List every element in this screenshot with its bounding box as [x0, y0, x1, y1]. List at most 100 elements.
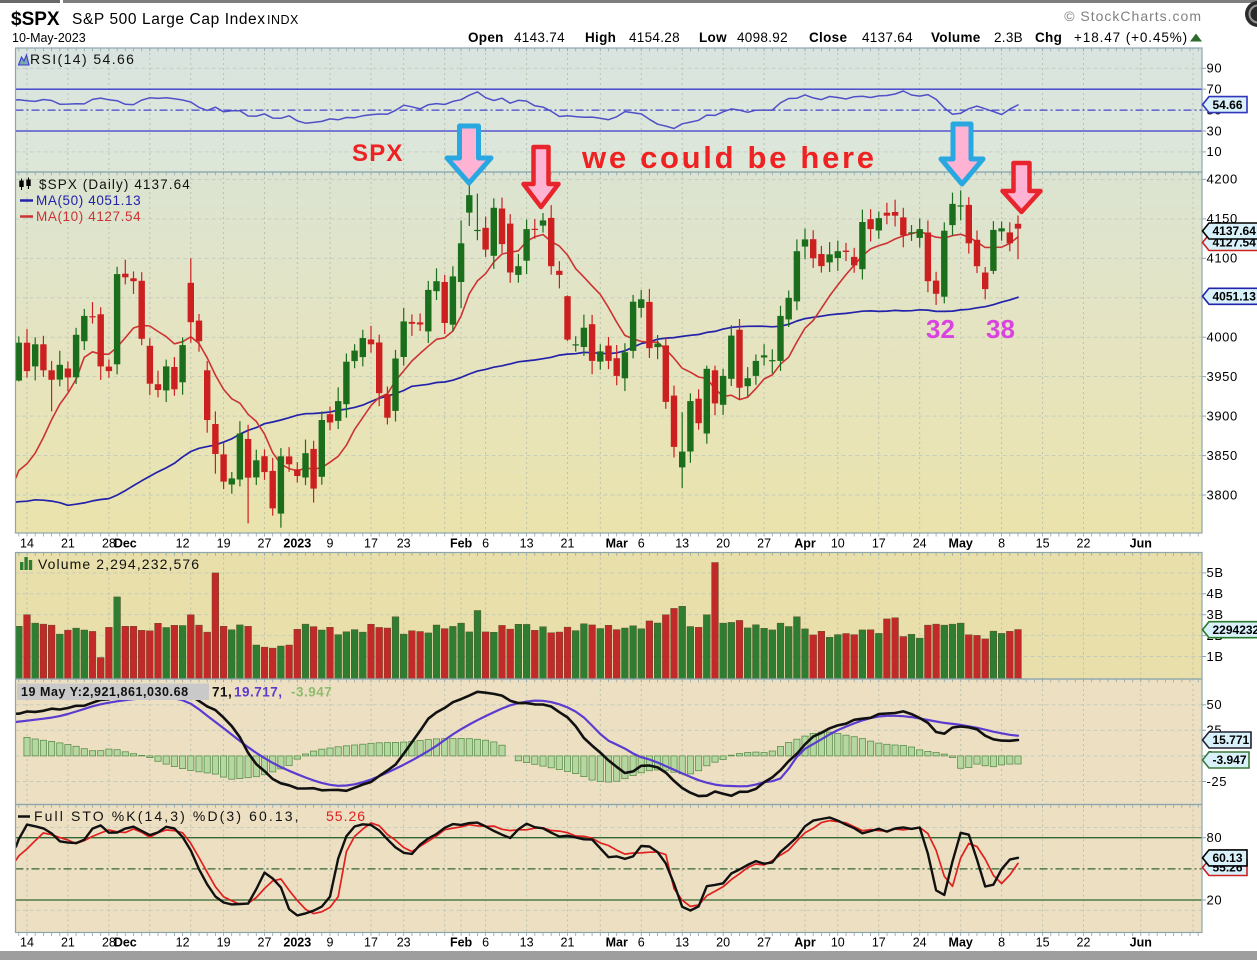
svg-text:32: 32: [926, 314, 955, 344]
svg-text:19.717,: 19.717,: [234, 685, 283, 700]
svg-text:-25: -25: [1207, 774, 1228, 789]
svg-text:3900: 3900: [1207, 408, 1238, 423]
svg-text:28: 28: [102, 936, 116, 950]
svg-text:20: 20: [716, 936, 730, 950]
svg-text:we could be here: we could be here: [581, 140, 877, 175]
svg-text:90: 90: [1207, 61, 1223, 76]
svg-text:14: 14: [20, 537, 34, 551]
svg-text:4154.28: 4154.28: [629, 30, 680, 45]
svg-text:13: 13: [520, 936, 534, 950]
svg-text:10: 10: [831, 936, 845, 950]
svg-text:24: 24: [913, 537, 927, 551]
svg-text:3950: 3950: [1207, 369, 1238, 384]
svg-text:3B: 3B: [1207, 607, 1224, 622]
svg-text:4000: 4000: [1207, 330, 1238, 345]
svg-text:Feb: Feb: [450, 537, 473, 551]
svg-text:S&P 500 Large Cap Index: S&P 500 Large Cap Index: [72, 11, 266, 28]
svg-text:21: 21: [561, 936, 575, 950]
svg-text:55.26: 55.26: [326, 808, 366, 824]
svg-text:Feb: Feb: [450, 936, 473, 950]
svg-text:$SPX: $SPX: [11, 9, 60, 30]
svg-text:6: 6: [638, 537, 645, 551]
svg-text:6: 6: [482, 936, 489, 950]
svg-text:27: 27: [258, 537, 272, 551]
svg-text:6: 6: [638, 936, 645, 950]
svg-text:4098.92: 4098.92: [737, 30, 788, 45]
svg-text:20: 20: [1207, 892, 1223, 907]
svg-text:30: 30: [1207, 123, 1223, 138]
svg-text:High: High: [585, 30, 616, 45]
svg-text:4200: 4200: [1207, 172, 1238, 187]
svg-text:8: 8: [998, 537, 1005, 551]
svg-text:28: 28: [102, 537, 116, 551]
svg-text:80: 80: [1207, 830, 1223, 845]
svg-text:MA(10) 4127.54: MA(10) 4127.54: [36, 209, 141, 224]
svg-text:17: 17: [364, 537, 378, 551]
svg-text:-3.947: -3.947: [291, 685, 332, 700]
svg-text:Mar: Mar: [606, 537, 628, 551]
svg-text:23: 23: [397, 537, 411, 551]
svg-text:12: 12: [176, 537, 190, 551]
svg-text:© StockCharts.com: © StockCharts.com: [1064, 8, 1202, 24]
svg-text:Jun: Jun: [1130, 537, 1152, 551]
svg-text:2294232576: 2294232576: [1213, 623, 1257, 637]
svg-text:Jun: Jun: [1130, 936, 1152, 950]
svg-text:17: 17: [872, 936, 886, 950]
svg-text:Chg: Chg: [1035, 30, 1062, 45]
svg-text:5B: 5B: [1207, 565, 1224, 580]
svg-text:4137.64: 4137.64: [862, 30, 913, 45]
svg-text:10-May-2023: 10-May-2023: [12, 31, 86, 45]
svg-text:21: 21: [61, 537, 75, 551]
svg-text:70: 70: [1207, 82, 1223, 97]
svg-text:Apr: Apr: [794, 936, 816, 950]
svg-text:$SPX (Daily) 4137.64: $SPX (Daily) 4137.64: [39, 177, 191, 192]
svg-text:22: 22: [1077, 936, 1091, 950]
svg-text:13: 13: [675, 537, 689, 551]
svg-text:21: 21: [561, 537, 575, 551]
svg-text:19: 19: [217, 537, 231, 551]
svg-text:27: 27: [258, 936, 272, 950]
svg-text:14: 14: [20, 936, 34, 950]
svg-text:MA(50) 4051.13: MA(50) 4051.13: [36, 193, 141, 208]
svg-text:Apr: Apr: [794, 537, 816, 551]
svg-text:Mar: Mar: [606, 936, 628, 950]
svg-text:2023: 2023: [283, 936, 311, 950]
svg-text:INDX: INDX: [267, 13, 299, 27]
svg-text:May: May: [949, 537, 973, 551]
svg-text:10: 10: [831, 537, 845, 551]
svg-text:3850: 3850: [1207, 448, 1238, 463]
svg-text:54.66: 54.66: [1213, 98, 1243, 112]
svg-text:Low: Low: [699, 30, 727, 45]
svg-text:22: 22: [1077, 537, 1091, 551]
svg-text:19 May Y:2,921,861,030.68: 19 May Y:2,921,861,030.68: [21, 685, 189, 699]
svg-text:4100: 4100: [1207, 251, 1238, 266]
svg-text:17: 17: [872, 537, 886, 551]
svg-text:27: 27: [757, 936, 771, 950]
svg-text:+18.47 (+0.45%): +18.47 (+0.45%): [1074, 30, 1188, 45]
svg-text:23: 23: [397, 936, 411, 950]
svg-text:2023: 2023: [283, 537, 311, 551]
svg-text:9: 9: [327, 936, 334, 950]
svg-text:13: 13: [520, 537, 534, 551]
svg-text:Volume: Volume: [931, 30, 981, 45]
svg-text:Close: Close: [809, 30, 847, 45]
svg-text:12: 12: [176, 936, 190, 950]
svg-text:10: 10: [1207, 144, 1223, 159]
svg-text:24: 24: [913, 936, 927, 950]
svg-text:4143.74: 4143.74: [514, 30, 565, 45]
svg-text:71,: 71,: [212, 685, 232, 700]
svg-text:4051.13: 4051.13: [1213, 290, 1257, 304]
svg-text:15.771: 15.771: [1213, 733, 1250, 747]
svg-text:SPX: SPX: [352, 140, 404, 167]
svg-text:1B: 1B: [1207, 649, 1224, 664]
svg-text:17: 17: [364, 936, 378, 950]
svg-text:27: 27: [757, 537, 771, 551]
svg-text:Dec: Dec: [114, 537, 137, 551]
svg-text:Full STO %K(14,3) %D(3) 60.13,: Full STO %K(14,3) %D(3) 60.13,: [34, 808, 301, 824]
svg-text:6: 6: [482, 537, 489, 551]
svg-text:60.13: 60.13: [1213, 851, 1243, 865]
svg-text:15: 15: [1036, 936, 1050, 950]
svg-text:20: 20: [716, 537, 730, 551]
svg-text:2.3B: 2.3B: [994, 30, 1023, 45]
svg-text:4137.64: 4137.64: [1213, 224, 1257, 238]
